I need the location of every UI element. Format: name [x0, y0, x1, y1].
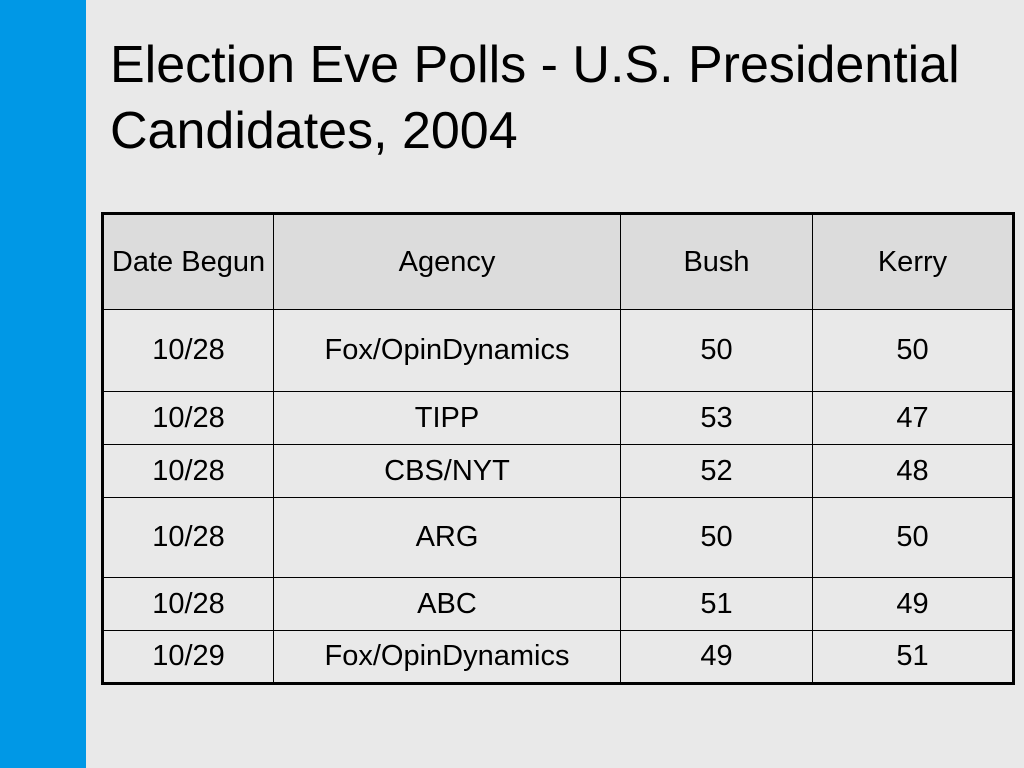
table-row: 10/28 CBS/NYT 52 48 [102, 444, 1014, 498]
cell-bush: 50 [620, 497, 813, 578]
cell-agency: Fox/OpinDynamics [273, 309, 621, 392]
table-row: 10/28 ARG 50 50 [102, 497, 1014, 578]
cell-bush: 49 [620, 630, 813, 684]
cell-agency: ARG [273, 497, 621, 578]
cell-kerry: 51 [812, 630, 1014, 684]
cell-bush: 52 [620, 444, 813, 498]
cell-kerry: 49 [812, 577, 1014, 631]
cell-date-begun: 10/28 [102, 391, 274, 445]
side-accent-bar [0, 0, 86, 768]
column-header-bush: Bush [620, 213, 813, 310]
cell-kerry: 47 [812, 391, 1014, 445]
column-header-kerry: Kerry [812, 213, 1014, 310]
cell-bush: 51 [620, 577, 813, 631]
cell-date-begun: 10/28 [102, 444, 274, 498]
table-row: 10/28 ABC 51 49 [102, 577, 1014, 631]
cell-date-begun: 10/28 [102, 497, 274, 578]
cell-kerry: 48 [812, 444, 1014, 498]
cell-agency: CBS/NYT [273, 444, 621, 498]
cell-agency: Fox/OpinDynamics [273, 630, 621, 684]
column-header-date-begun: Date Begun [102, 213, 274, 310]
cell-kerry: 50 [812, 497, 1014, 578]
cell-agency: TIPP [273, 391, 621, 445]
cell-kerry: 50 [812, 309, 1014, 392]
cell-bush: 53 [620, 391, 813, 445]
slide-title: Election Eve Polls - U.S. Presidential C… [110, 36, 960, 160]
table-row: 10/28 Fox/OpinDynamics 50 50 [102, 309, 1014, 392]
table-header-row: Date Begun Agency Bush Kerry [102, 213, 1014, 310]
cell-agency: ABC [273, 577, 621, 631]
cell-date-begun: 10/28 [102, 577, 274, 631]
table-row: 10/28 TIPP 53 47 [102, 391, 1014, 445]
poll-table: Date Begun Agency Bush Kerry 10/28 Fox/O… [101, 212, 1015, 685]
table-row: 10/29 Fox/OpinDynamics 49 51 [102, 630, 1014, 684]
cell-date-begun: 10/28 [102, 309, 274, 392]
column-header-agency: Agency [273, 213, 621, 310]
cell-bush: 50 [620, 309, 813, 392]
cell-date-begun: 10/29 [102, 630, 274, 684]
